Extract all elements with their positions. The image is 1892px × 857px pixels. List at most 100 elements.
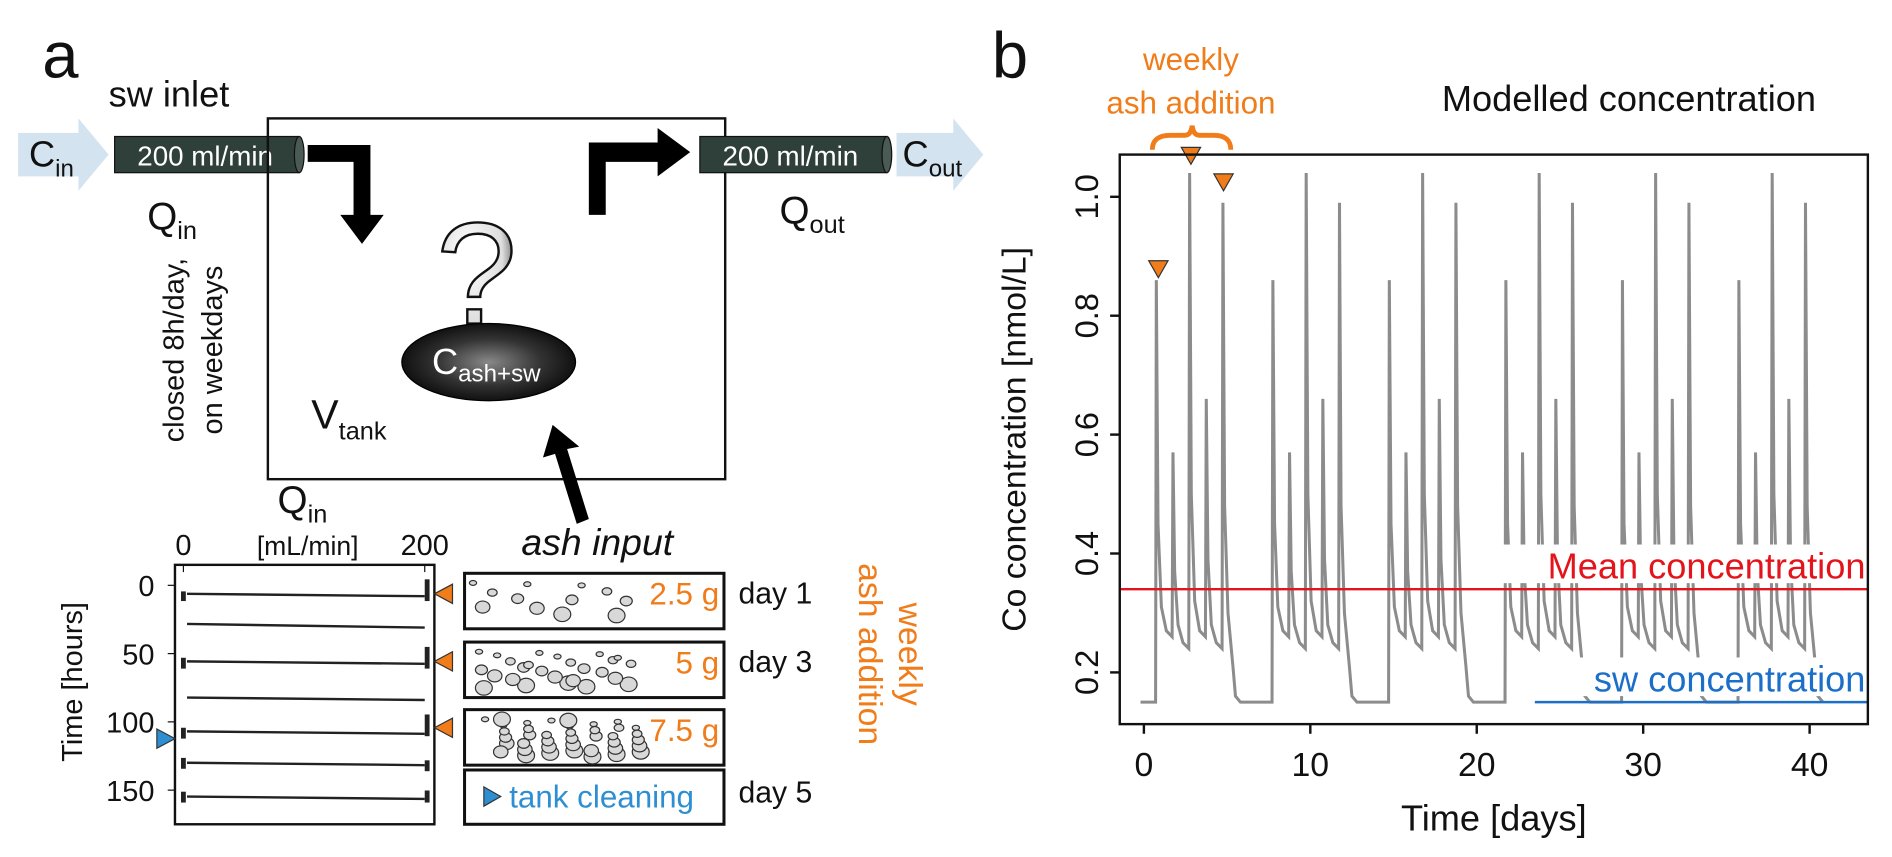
ash-particle xyxy=(504,672,521,687)
schedule-y-tick-label: 50 xyxy=(122,639,154,671)
inlet-label: sw inlet xyxy=(109,73,230,114)
y-tick-label: 0.6 xyxy=(1069,412,1105,457)
ash-particle xyxy=(565,728,577,737)
ash-particle xyxy=(523,660,534,670)
plot-frame xyxy=(1118,153,1870,726)
addition-marker xyxy=(433,583,454,605)
x-tick-label: 10 xyxy=(1292,746,1330,784)
panel-label: b xyxy=(992,18,1028,91)
inlet-flow: 200 ml/min xyxy=(137,140,273,171)
ash-particle xyxy=(607,731,619,741)
ash-particle xyxy=(474,600,491,614)
peak-marker xyxy=(1147,260,1170,279)
x-tick-label: 30 xyxy=(1624,746,1662,784)
ash-particle xyxy=(492,652,502,659)
ash-particle xyxy=(631,729,643,739)
ash-input-arrow xyxy=(542,424,589,524)
cleaning-marker xyxy=(156,727,177,750)
ash-particle xyxy=(589,721,598,728)
addition-amount: 2.5 g xyxy=(649,577,719,612)
ash-particle xyxy=(553,653,562,660)
ash-particle xyxy=(474,680,493,696)
ash-particle xyxy=(613,654,623,661)
x-tick-label: 0 xyxy=(1134,746,1153,784)
panel-label: a xyxy=(42,18,79,91)
ash-particle xyxy=(619,595,633,607)
ash-particle xyxy=(523,724,534,734)
ash-particle xyxy=(547,670,563,684)
ash-particle xyxy=(541,730,553,740)
outlet-pipe xyxy=(699,135,888,174)
ash-particle xyxy=(601,587,613,596)
ash-particle xyxy=(517,677,536,694)
ash-particle xyxy=(480,716,490,723)
schedule-lines xyxy=(187,592,425,801)
addition-box xyxy=(463,571,726,631)
addition-day: day 5 xyxy=(738,777,812,810)
ash-particle xyxy=(535,665,549,677)
y-tick-label: 1.0 xyxy=(1069,174,1105,219)
annotation: weekly xyxy=(1142,42,1239,77)
outlet-flow: 200 ml/min xyxy=(722,140,858,171)
cleaning-box xyxy=(463,768,726,826)
ash-particle xyxy=(577,678,596,695)
ash-particle xyxy=(607,607,626,624)
panel-b: b Modelled concentration weekly ash addi… xyxy=(992,18,1870,838)
c-out: Cout xyxy=(903,134,963,183)
y-tick-label: 0.4 xyxy=(1069,531,1105,576)
ash-particle xyxy=(517,738,531,749)
ash-particle xyxy=(613,718,623,725)
cleaning-label: tank cleaning xyxy=(509,779,694,814)
schedule-y-label: Time [hours] xyxy=(57,602,89,762)
tank xyxy=(266,117,727,481)
ash-particle xyxy=(613,723,625,732)
y-tick-label: 0.2 xyxy=(1069,650,1105,695)
ash-particle xyxy=(619,676,638,693)
side-label: weekly xyxy=(891,602,929,706)
ash-particle xyxy=(583,744,600,758)
ash-particle xyxy=(553,606,572,623)
reference-label: Mean concentration xyxy=(1548,545,1866,586)
pipe-end xyxy=(881,135,893,174)
outflow-arrow xyxy=(896,118,984,191)
ash-particle xyxy=(486,669,503,683)
addition-marker xyxy=(433,717,454,739)
closed-note: on weekdays xyxy=(197,266,229,435)
cleaning-icon xyxy=(483,785,502,808)
ash-particle xyxy=(504,657,516,666)
panel-a: a sw inlet Cin 200 ml/min Qin 200 ml/min… xyxy=(18,18,984,826)
closed-note: closed 8h/day, xyxy=(158,258,190,442)
addition-marker xyxy=(433,650,454,673)
addition-amount: 5 g xyxy=(676,645,720,680)
ash-particle xyxy=(565,594,579,606)
ash-particle xyxy=(595,666,609,678)
ash-input: ash input xyxy=(521,521,674,563)
ash-particle xyxy=(468,579,478,586)
series-line xyxy=(1140,173,1825,704)
ash-particle xyxy=(498,727,510,736)
annotation-brace xyxy=(1149,125,1234,150)
ash-particle xyxy=(577,582,586,589)
schedule-x-unit: [mL/min] xyxy=(257,531,359,561)
annotation: ash addition xyxy=(1106,86,1275,121)
addition-amount: 7.5 g xyxy=(649,713,719,748)
c-in: Cin xyxy=(29,134,74,183)
pipe-end xyxy=(293,135,305,174)
schedule-x-tick-label: 200 xyxy=(401,530,449,562)
ash-particle xyxy=(607,671,624,685)
x-axis-label: Time [days] xyxy=(1401,797,1587,838)
ash-particle xyxy=(565,658,577,667)
addition-day: day 1 xyxy=(738,577,812,610)
ash-ellipse xyxy=(401,322,577,402)
ash-particle xyxy=(492,711,512,728)
ash-particle xyxy=(535,649,544,656)
x-tick-label: 20 xyxy=(1458,746,1496,784)
schedule-y-tick-label: 100 xyxy=(106,708,154,740)
chart-title: Modelled concentration xyxy=(1442,78,1816,119)
ash-particle xyxy=(511,593,525,605)
ash-particle xyxy=(547,717,556,724)
y-tick-label: 0.8 xyxy=(1069,293,1105,338)
side-label: ash addition xyxy=(851,563,889,745)
reference-label: sw concentration xyxy=(1594,658,1866,699)
